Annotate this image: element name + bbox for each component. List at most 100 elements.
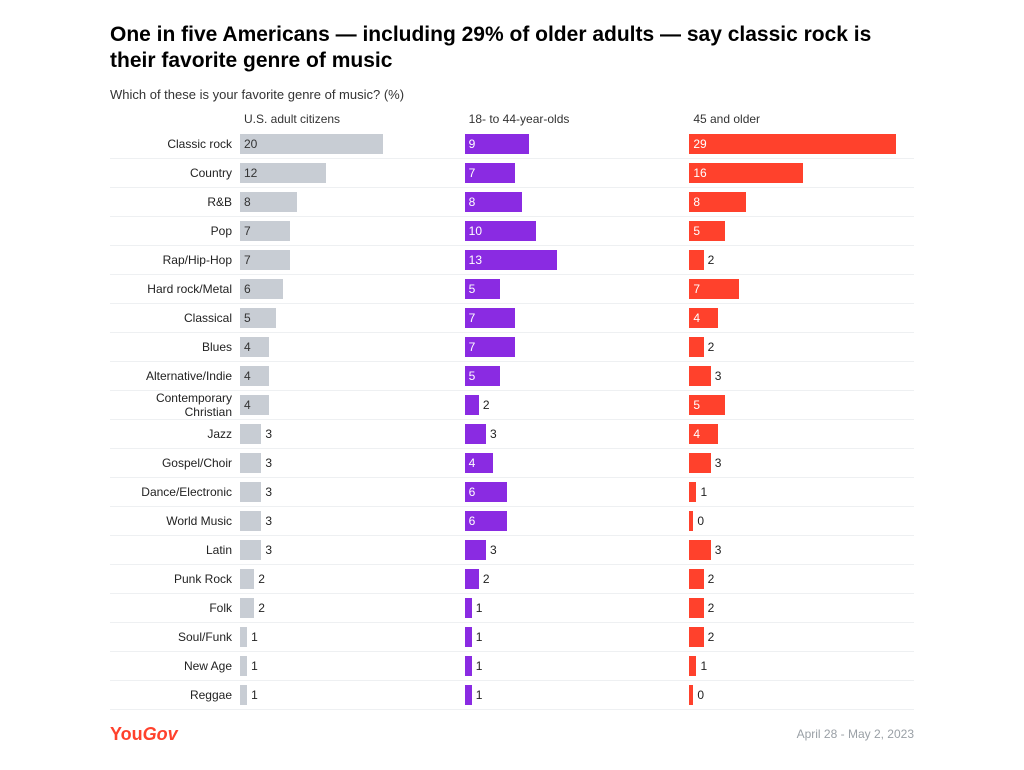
bar bbox=[689, 598, 703, 618]
bar: 4 bbox=[689, 424, 718, 444]
chart-row: Folk212 bbox=[110, 594, 914, 623]
bar-value: 1 bbox=[472, 630, 483, 644]
bar: 7 bbox=[689, 279, 739, 299]
chart-row: Punk Rock222 bbox=[110, 565, 914, 594]
genre-label: Folk bbox=[110, 601, 240, 615]
genre-label: Dance/Electronic bbox=[110, 485, 240, 499]
bar bbox=[689, 337, 703, 357]
date-range: April 28 - May 2, 2023 bbox=[797, 727, 914, 741]
bar-value: 3 bbox=[261, 427, 272, 441]
bar-cell: 0 bbox=[689, 685, 914, 705]
bar-cell: 5 bbox=[465, 366, 690, 386]
bar bbox=[465, 685, 472, 705]
bar-value: 0 bbox=[693, 688, 704, 702]
bar bbox=[465, 540, 486, 560]
bar-cell: 1 bbox=[465, 598, 690, 618]
bar: 6 bbox=[465, 511, 508, 531]
bar bbox=[689, 627, 703, 647]
chart-row: Pop7105 bbox=[110, 217, 914, 246]
bar: 4 bbox=[240, 337, 269, 357]
bar-cell: 5 bbox=[689, 395, 914, 415]
bar-cell: 7 bbox=[240, 221, 465, 241]
bar-value: 2 bbox=[704, 340, 715, 354]
genre-label: R&B bbox=[110, 195, 240, 209]
bar bbox=[689, 656, 696, 676]
bar-cell: 29 bbox=[689, 134, 914, 154]
bar-value: 0 bbox=[693, 514, 704, 528]
genre-label: Jazz bbox=[110, 427, 240, 441]
bar-cell: 1 bbox=[465, 627, 690, 647]
bar-cell: 2 bbox=[689, 569, 914, 589]
bar bbox=[240, 569, 254, 589]
bar-cell: 3 bbox=[689, 540, 914, 560]
bar-value: 3 bbox=[261, 456, 272, 470]
bar-cell: 9 bbox=[465, 134, 690, 154]
bar bbox=[240, 656, 247, 676]
bar: 7 bbox=[465, 308, 515, 328]
genre-label: Classic rock bbox=[110, 137, 240, 151]
bar bbox=[240, 598, 254, 618]
bar-value: 1 bbox=[696, 659, 707, 673]
bar: 4 bbox=[240, 366, 269, 386]
bar-value: 3 bbox=[711, 456, 722, 470]
bar-value: 2 bbox=[704, 572, 715, 586]
bar: 16 bbox=[689, 163, 803, 183]
bar-cell: 3 bbox=[240, 511, 465, 531]
bar-cell: 5 bbox=[689, 221, 914, 241]
bar-value: 2 bbox=[479, 572, 490, 586]
genre-label: Rap/Hip-Hop bbox=[110, 253, 240, 267]
bar-value: 1 bbox=[472, 601, 483, 615]
bar: 13 bbox=[465, 250, 558, 270]
bar-cell: 2 bbox=[240, 598, 465, 618]
bar-cell: 1 bbox=[465, 685, 690, 705]
bar-cell: 6 bbox=[240, 279, 465, 299]
bar bbox=[240, 540, 261, 560]
bar-value: 1 bbox=[247, 688, 258, 702]
bar-cell: 10 bbox=[465, 221, 690, 241]
bar: 5 bbox=[465, 279, 501, 299]
bar-cell: 3 bbox=[240, 424, 465, 444]
bar-cell: 1 bbox=[689, 656, 914, 676]
bar: 4 bbox=[240, 395, 269, 415]
bar-cell: 1 bbox=[240, 627, 465, 647]
chart-row: R&B888 bbox=[110, 188, 914, 217]
chart-row: Rap/Hip-Hop7132 bbox=[110, 246, 914, 275]
bar bbox=[689, 540, 710, 560]
bar: 5 bbox=[465, 366, 501, 386]
bar-value: 1 bbox=[696, 485, 707, 499]
bar-value: 3 bbox=[711, 543, 722, 557]
bar-cell: 3 bbox=[465, 540, 690, 560]
bar-value: 3 bbox=[711, 369, 722, 383]
bar-cell: 3 bbox=[465, 424, 690, 444]
chart-row: Contemporary Christian425 bbox=[110, 391, 914, 420]
bar-value: 2 bbox=[704, 253, 715, 267]
bar-value: 1 bbox=[472, 659, 483, 673]
bar-cell: 13 bbox=[465, 250, 690, 270]
bar-cell: 4 bbox=[465, 453, 690, 473]
bar-cell: 1 bbox=[689, 482, 914, 502]
genre-label: Classical bbox=[110, 311, 240, 325]
genre-label: Pop bbox=[110, 224, 240, 238]
chart-row: Country12716 bbox=[110, 159, 914, 188]
bar: 9 bbox=[465, 134, 529, 154]
chart-row: Blues472 bbox=[110, 333, 914, 362]
chart-row: Latin333 bbox=[110, 536, 914, 565]
genre-label: Blues bbox=[110, 340, 240, 354]
bar-cell: 16 bbox=[689, 163, 914, 183]
bar-cell: 8 bbox=[689, 192, 914, 212]
bar: 5 bbox=[689, 395, 725, 415]
bar bbox=[465, 627, 472, 647]
bar-value: 2 bbox=[479, 398, 490, 412]
bar bbox=[689, 250, 703, 270]
bar: 12 bbox=[240, 163, 326, 183]
logo-part1: You bbox=[110, 724, 143, 744]
bar: 5 bbox=[240, 308, 276, 328]
bar-cell: 6 bbox=[465, 511, 690, 531]
bar-cell: 4 bbox=[240, 395, 465, 415]
chart-row: Hard rock/Metal657 bbox=[110, 275, 914, 304]
bar-cell: 2 bbox=[689, 598, 914, 618]
bar: 4 bbox=[465, 453, 494, 473]
chart-rows: Classic rock20929Country12716R&B888Pop71… bbox=[110, 130, 914, 710]
column-headers: U.S. adult citizens 18- to 44-year-olds … bbox=[110, 112, 914, 130]
col-header-older: 45 and older bbox=[689, 112, 914, 126]
